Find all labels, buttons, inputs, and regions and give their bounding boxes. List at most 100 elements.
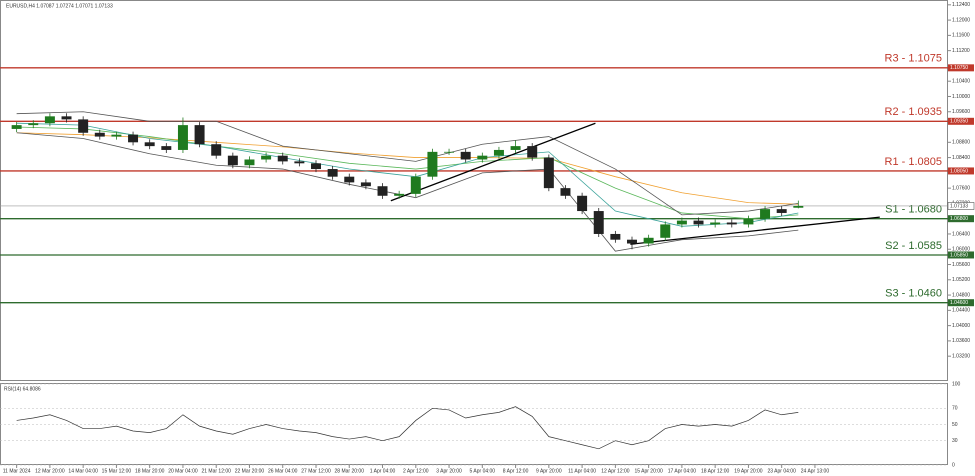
candle-body [726,222,737,225]
y-tick-label: 1.05200 [952,277,970,283]
candle-body [610,233,621,240]
x-tick-label: 28 Mar 20:00 [335,468,365,474]
candle-body [394,193,405,196]
candle-body [444,151,455,153]
candle-body [760,209,771,219]
level-tag-label: 1.05850 [950,252,968,258]
level-tag [948,215,974,223]
chart-title: EURUSD,H4 1.07087 1.07274 1.07071 1.0713… [6,3,113,9]
candle-body [676,220,687,225]
candle-body [194,125,205,145]
level-label: R2 - 1.0935 [885,106,942,118]
y-tick-label: 1.08800 [952,140,970,146]
x-tick-label: 27 Mar 12:00 [301,468,331,474]
y-tick-label: 1.04400 [952,308,970,314]
level-tag-label: 1.08050 [950,168,968,174]
x-tick-label: 23 Apr 04:00 [768,468,797,474]
candle-body [11,125,22,129]
level-tag [948,251,974,259]
level-tag [948,117,974,125]
candle-body [61,116,72,120]
y-tick-label: 1.03600 [952,338,970,344]
x-tick-label: 9 Apr 20:00 [536,468,562,474]
candle-body [460,151,471,160]
y-tick-label: 1.07600 [952,185,970,191]
level-tag-label: 1.06800 [950,216,968,222]
candle-body [360,182,371,187]
x-tick-label: 15 Mar 12:00 [102,468,132,474]
level-label: S2 - 1.0585 [885,240,942,252]
indicator-line [16,132,799,205]
candle-body [161,146,172,150]
candle-body [577,195,588,212]
indicator-line [16,111,799,216]
level-tag [948,167,974,175]
candle-body [111,134,122,137]
current-price-label: 1.07133 [950,203,968,209]
level-tag-label: 1.10750 [950,65,968,71]
candle-body [410,176,421,194]
price-panel [0,0,948,381]
candle-body [227,155,238,166]
y-tick-label: 1.10400 [952,79,970,85]
rsi-panel [0,383,948,465]
y-tick-label: 1.03200 [952,354,970,360]
candle-body [743,218,754,225]
y-tick-label: 0 [952,462,955,468]
level-tag-label: 1.04600 [950,300,968,306]
candle-body [493,149,504,156]
y-tick-label: 1.11200 [952,48,970,54]
candle-body [427,151,438,177]
candle-body [543,157,554,189]
candle-body [244,159,255,166]
x-tick-label: 5 Apr 04:00 [470,468,496,474]
level-label: S1 - 1.0680 [885,204,942,216]
candle-body [294,161,305,164]
y-tick-label: 1.06000 [952,247,970,253]
x-tick-label: 11 Apr 04:00 [568,468,596,474]
x-tick-label: 20 Mar 04:00 [168,468,198,474]
candle-body [44,116,55,124]
x-tick-label: 14 Mar 04:00 [68,468,98,474]
y-tick-label: 1.06400 [952,231,970,237]
x-tick-label: 19 Apr 20:00 [734,468,763,474]
x-tick-label: 24 Apr 13:00 [801,468,830,474]
level-tag-label: 1.09350 [950,119,968,125]
candle-body [643,237,654,244]
candle-body [211,144,222,156]
candle-body [277,155,288,162]
candle-body [510,146,521,150]
candle-body [776,209,787,213]
y-tick-label: 30 [952,438,958,444]
candle-body [477,155,488,160]
candle-body [593,211,604,234]
candle-body [710,222,721,225]
candle-body [94,132,105,137]
x-tick-label: 15 Apr 20:00 [634,468,663,474]
indicator-line [16,132,799,252]
y-tick-label: 1.12400 [952,2,970,8]
x-tick-label: 11 Mar 2024 [3,468,31,474]
y-tick-label: 1.10000 [952,94,970,100]
x-tick-label: 12 Mar 20:00 [35,468,65,474]
x-tick-label: 17 Apr 04:00 [668,468,697,474]
candle-body [261,155,272,160]
candle-body [377,186,388,196]
y-tick-label: 1.08400 [952,155,970,161]
candle-body [144,142,155,147]
x-tick-label: 2 Apr 12:00 [403,468,429,474]
indicator-line [16,126,799,220]
candle-body [311,163,321,170]
rsi-title: RSI(14) 64.8086 [4,386,41,392]
candle-body [527,146,538,158]
y-tick-label: 1.04800 [952,292,970,298]
y-tick-label: 100 [952,381,961,387]
y-tick-label: 1.04000 [952,323,970,329]
x-tick-label: 12 Apr 12:00 [601,468,630,474]
candle-body [128,134,139,143]
indicator-line [630,216,880,245]
y-tick-label: 1.09600 [952,109,970,115]
x-tick-label: 26 Mar 04:00 [268,468,298,474]
level-label: R1 - 1.0805 [885,156,942,168]
